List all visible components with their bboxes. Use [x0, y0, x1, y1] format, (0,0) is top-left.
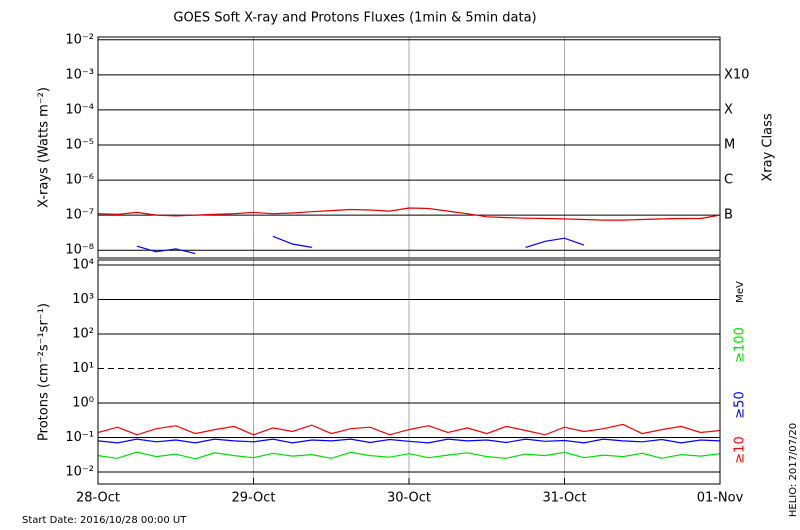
legend-entry: ≥100 [733, 327, 748, 363]
class-label: X10 [724, 67, 749, 82]
y-tick-label: 10⁻⁶ [65, 173, 94, 188]
y-tick-label: 10⁰ [72, 396, 94, 411]
y-tick-label: 10⁻⁵ [65, 137, 94, 152]
x-tick-label: 30-Oct [387, 491, 431, 506]
y-tick-label: 10⁻¹ [65, 430, 94, 445]
legend-entry: ≥50 [733, 391, 748, 418]
x-tick-label: 29-Oct [231, 491, 275, 506]
x-tick-label: 28-Oct [76, 491, 120, 506]
series-line [98, 438, 720, 444]
y-tick-label: 10⁻² [65, 32, 94, 47]
class-label: B [724, 208, 733, 223]
y-tick-label: 10⁻⁴ [65, 102, 94, 117]
series-line [98, 451, 720, 460]
class-label: X [724, 102, 733, 117]
y-tick-label: 10³ [72, 292, 94, 307]
y-axis-label: X-rays (Watts m⁻²) [37, 87, 52, 208]
class-label: C [724, 173, 733, 188]
stamp: HELIO: 2017/07/20 [788, 423, 799, 517]
y-tick-label: 10⁻² [65, 465, 94, 480]
panel-frame [97, 36, 721, 259]
y-tick-label: 10⁻³ [65, 67, 94, 82]
y2-axis-label: Xray Class [761, 113, 776, 181]
chart-title: GOES Soft X-ray and Protons Fluxes (1min… [173, 11, 536, 26]
x-tick-label: 31-Oct [542, 491, 586, 506]
legend-entry: ≥10 [733, 436, 748, 463]
series-line [98, 207, 720, 221]
y-tick-label: 10⁻⁷ [65, 208, 94, 223]
series-line [98, 423, 720, 436]
series-line [137, 236, 701, 253]
class-label: M [724, 137, 735, 152]
start-date: Start Date: 2016/10/28 00:00 UT [22, 515, 187, 526]
unit-label: MeV [735, 281, 746, 303]
x-tick-label: 01-Nov [697, 491, 744, 506]
y-axis-label: Protons (cm⁻²s⁻¹sr⁻¹) [37, 303, 52, 441]
y-tick-label: 10⁻⁸ [65, 243, 94, 258]
y-tick-label: 10⁴ [72, 258, 94, 273]
y-tick-label: 10² [72, 327, 94, 342]
y-tick-label: 10¹ [72, 361, 94, 376]
